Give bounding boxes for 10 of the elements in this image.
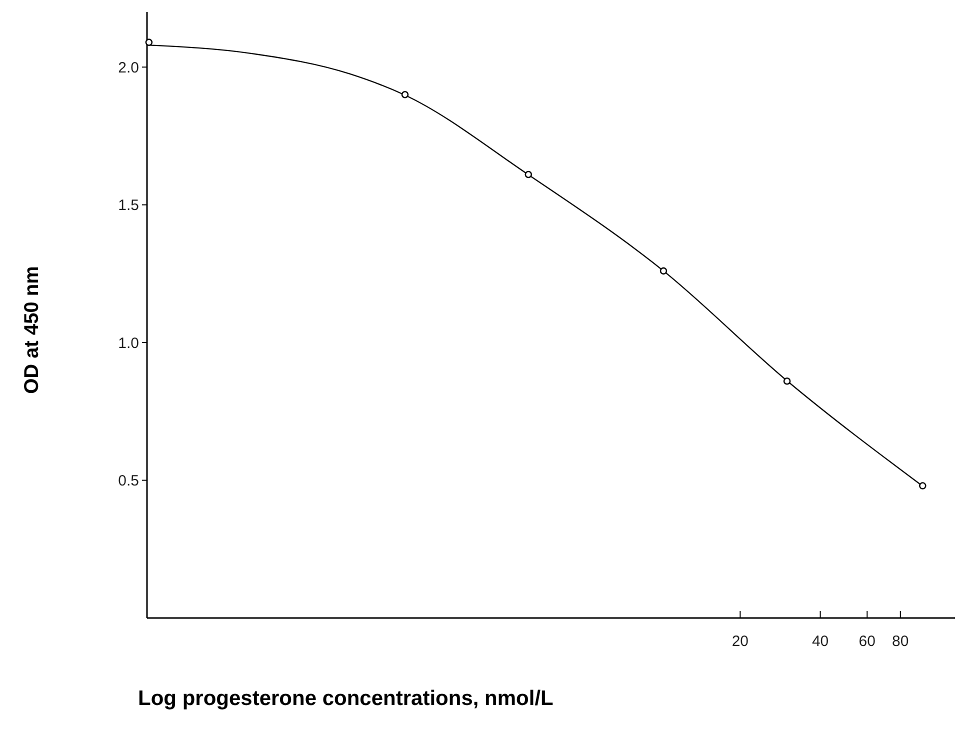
y-axis-title: OD at 450 nm [21,266,43,394]
x-axis-title: Log progesterone concentrations, nmol/L [138,687,554,710]
x-tick-label: 40 [812,633,829,650]
x-tick-label: 60 [858,633,876,650]
x-tick-label: 80 [892,633,909,650]
x-tick-label: 20 [732,633,749,650]
y-tick-label: 1.0 [118,334,139,352]
y-tick-label: 2.0 [118,59,139,76]
y-tick-label: 0.5 [118,472,139,490]
y-tick-label: 1.5 [118,197,139,214]
